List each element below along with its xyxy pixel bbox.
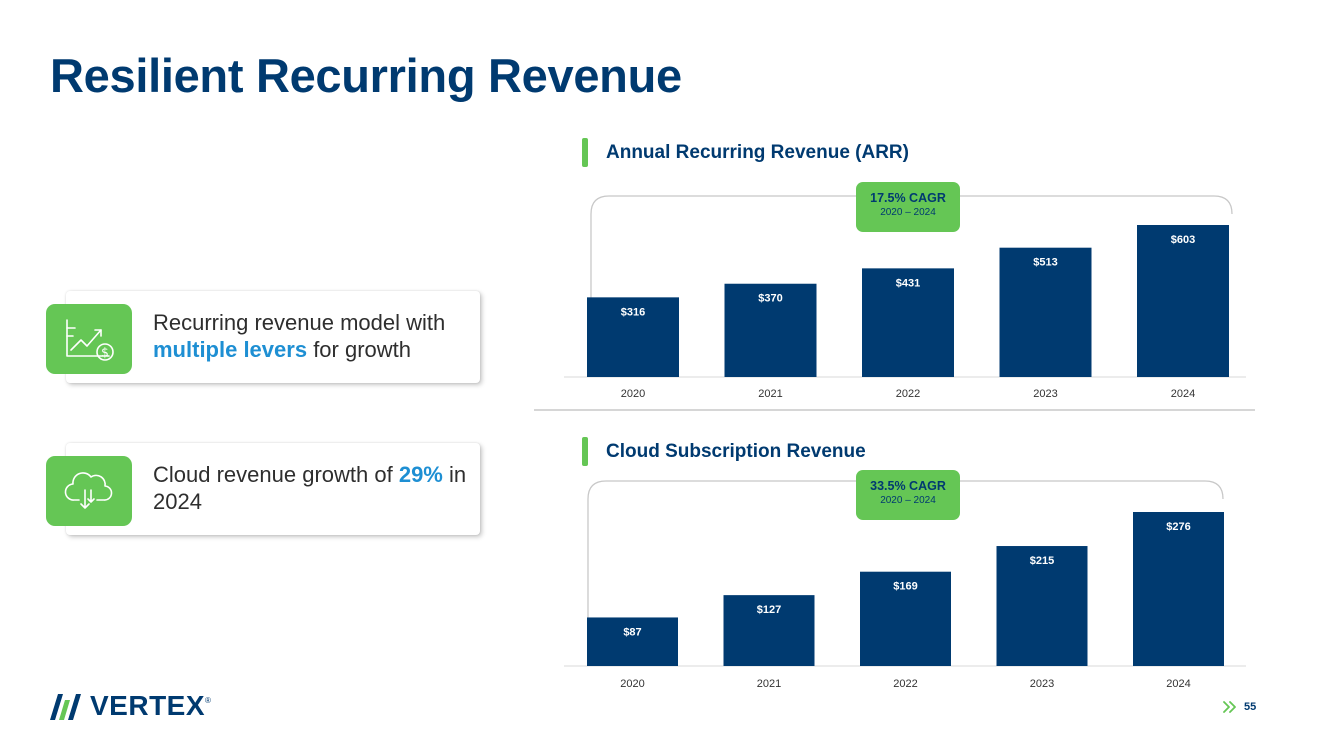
bar-data-label: $431 (896, 277, 920, 289)
page-number-text: 55 (1244, 701, 1257, 713)
card-text-after: for growth (307, 337, 412, 362)
x-tick-label: 2022 (896, 388, 920, 400)
x-tick-label: 2020 (621, 388, 645, 400)
x-tick-label: 2024 (1171, 388, 1195, 400)
cagr-badge: 17.5% CAGR 2020 – 2024 (856, 182, 960, 232)
bar-2023 (999, 247, 1092, 377)
card-text-after: in 2024 (153, 462, 467, 514)
bar-data-label: $316 (621, 306, 645, 318)
bar-data-label: $87 (623, 626, 641, 638)
x-tick-label: 2021 (758, 388, 782, 400)
bar-data-label: $127 (757, 604, 781, 616)
card-text-highlight: 29% (398, 462, 443, 487)
bar-2024 (1137, 225, 1229, 377)
bar-2021 (724, 283, 817, 377)
vertex-logo: VERTEX ® (48, 690, 211, 722)
bar-2022 (862, 268, 954, 377)
page-number: 55 (1222, 701, 1256, 713)
cagr-value: 17.5% CAGR (870, 191, 946, 205)
bar-data-label: $603 (1171, 234, 1195, 246)
feature-card-text: Recurring revenue model with multiple le… (153, 309, 473, 363)
card-text-highlight: multiple levers (153, 337, 308, 362)
cloud-chart-title: Cloud Subscription Revenue (606, 441, 866, 462)
x-tick-label: 2023 (1033, 388, 1057, 400)
feature-card-recurring: Recurring revenue model with multiple le… (66, 291, 480, 383)
cagr-period: 2020 – 2024 (880, 207, 936, 218)
x-tick-label: 2020 (620, 678, 644, 690)
vertex-logo-mark-icon (50, 694, 81, 720)
vertex-logo-text: VERTEX (90, 690, 206, 721)
card-text-before: Cloud revenue growth of (153, 462, 399, 487)
feature-card-cloud: Cloud revenue growth of 29% in 2024 (66, 443, 480, 535)
bar-data-label: $513 (1033, 257, 1057, 269)
svg-text:$: $ (101, 346, 109, 360)
chart-dollar-icon: $ (46, 304, 132, 374)
double-chevron-right-icon (1223, 701, 1236, 713)
section-accent-bar (582, 437, 588, 466)
x-tick-label: 2021 (757, 678, 781, 690)
cagr-badge: 33.5% CAGR 2020 – 2024 (856, 470, 960, 520)
x-tick-label: 2022 (893, 678, 917, 690)
bar-2021 (723, 595, 815, 666)
cloud-chart: Cloud Subscription Revenue $87 2020 $127 20… (534, 437, 1258, 699)
cagr-bracket (590, 195, 1233, 310)
feature-card-text: Cloud revenue growth of 29% in 2024 (153, 461, 473, 515)
section-divider (534, 409, 1255, 411)
x-tick-label: 2023 (1030, 678, 1054, 690)
cloud-download-icon (46, 456, 132, 526)
arr-chart: Annual Recurring Revenue (ARR) $316 2020 $… (534, 138, 1258, 408)
bar-2023 (996, 546, 1088, 666)
cagr-period: 2020 – 2024 (880, 495, 936, 506)
card-text-before: Recurring revenue model with (153, 310, 446, 335)
bar-2020 (587, 297, 679, 377)
bar-data-label: $370 (758, 293, 782, 305)
x-tick-label: 2024 (1166, 678, 1190, 690)
section-accent-bar (582, 138, 588, 167)
bar-2022 (860, 571, 951, 666)
bar-data-label: $169 (893, 581, 917, 593)
bar-2020 (587, 617, 678, 666)
bar-2024 (1133, 512, 1224, 666)
arr-chart-plot: $316 2020 $370 2021 $431 2022 $513 2023 $603 2024 (564, 195, 1246, 400)
bar-data-label: $215 (1030, 555, 1054, 567)
cagr-value: 33.5% CAGR (870, 479, 946, 493)
cloud-chart-plot: $87 2020 $127 2021 $169 2022 $215 2023 $276 2024 (564, 480, 1246, 690)
arr-chart-title: Annual Recurring Revenue (ARR) (606, 142, 909, 163)
registered-mark: ® (205, 696, 211, 705)
bar-data-label: $276 (1166, 521, 1190, 533)
cagr-bracket (587, 480, 1224, 620)
page-title: Resilient Recurring Revenue (50, 49, 682, 102)
